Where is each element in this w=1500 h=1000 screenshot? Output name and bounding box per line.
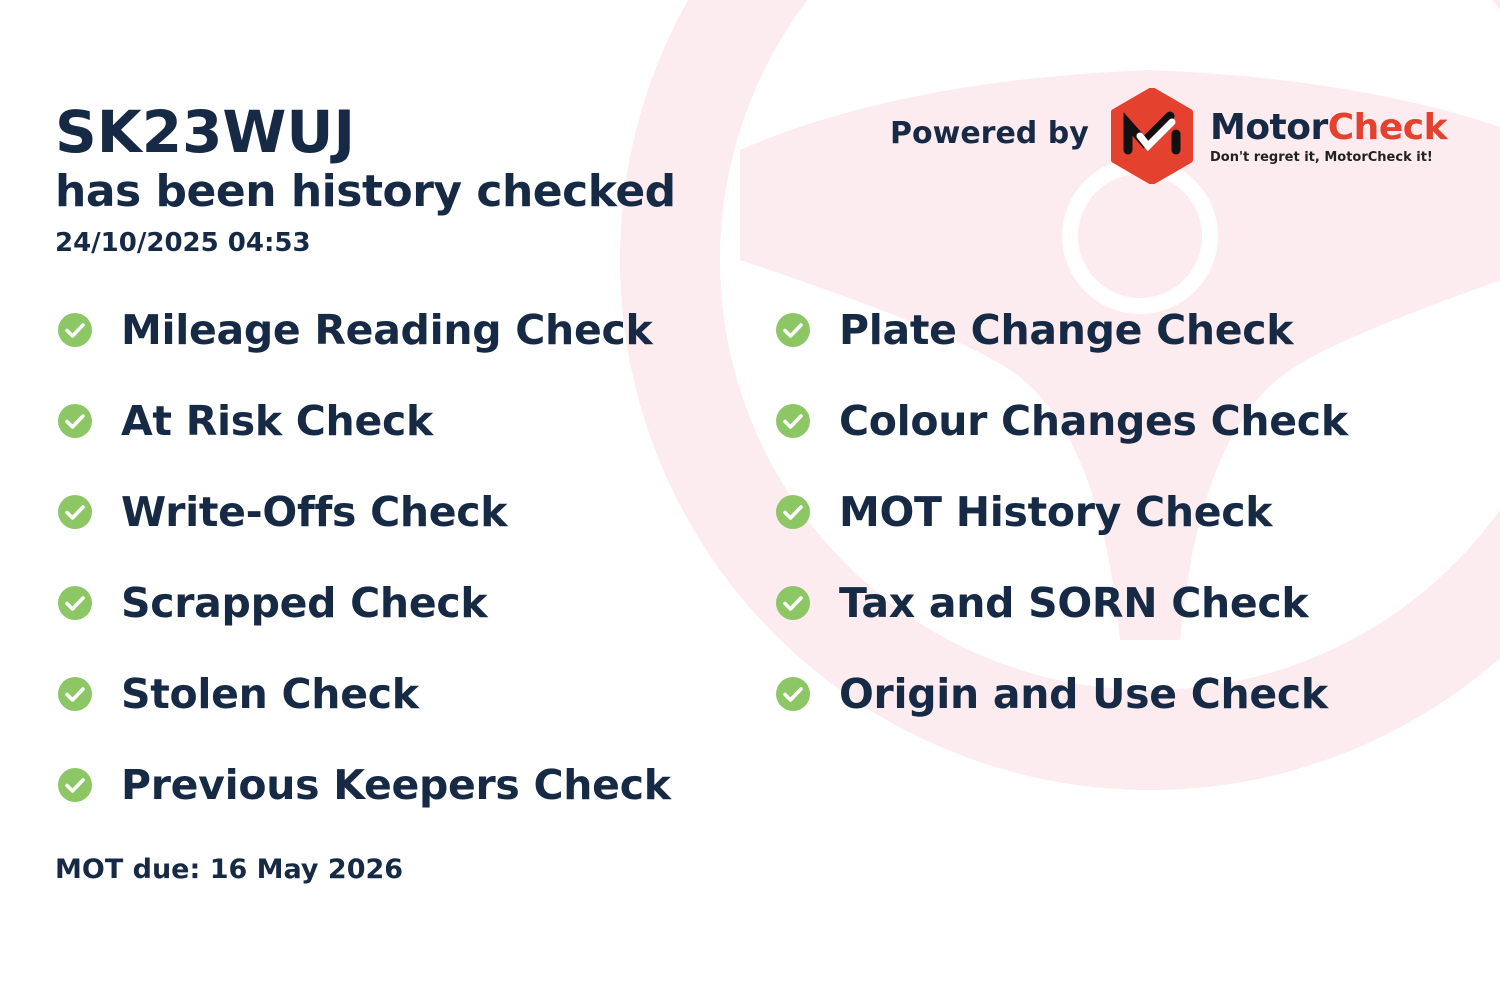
motorcheck-hexagon-icon [1111,88,1193,184]
check-label: Previous Keepers Check [121,761,671,809]
check-item: Plate Change Check [775,300,1294,360]
check-item: At Risk Check [57,391,433,451]
check-item: Stolen Check [57,664,419,724]
check-item: Scrapped Check [57,573,488,633]
check-item: Origin and Use Check [775,664,1328,724]
check-label: Colour Changes Check [839,397,1348,445]
check-circle-icon [58,313,92,347]
check-circle-icon [776,677,810,711]
check-item: Tax and SORN Check [775,573,1309,633]
check-circle-icon [58,677,92,711]
check-item: MOT History Check [775,482,1273,542]
check-item: Mileage Reading Check [57,300,653,360]
check-timestamp: 24/10/2025 04:53 [55,228,311,258]
check-circle-icon [776,404,810,438]
brand-name: MotorCheck [1210,106,1448,148]
check-item: Colour Changes Check [775,391,1348,451]
check-circle-icon [776,313,810,347]
registration-plate: SK23WUJ [55,98,356,166]
check-label: MOT History Check [839,488,1273,536]
check-label: Stolen Check [121,670,419,718]
check-label: Plate Change Check [839,306,1294,354]
check-circle-icon [58,495,92,529]
motorcheck-logo: MotorCheck Don't regret it, MotorCheck i… [1110,88,1448,184]
powered-by-label: Powered by [890,116,1089,151]
check-label: Origin and Use Check [839,670,1328,718]
check-label: Tax and SORN Check [839,579,1309,627]
check-label: Scrapped Check [121,579,488,627]
mot-due-date: MOT due: 16 May 2026 [55,854,404,885]
brand-tagline: Don't regret it, MotorCheck it! [1210,149,1433,165]
check-label: Mileage Reading Check [121,306,653,354]
check-circle-icon [58,404,92,438]
check-circle-icon [58,768,92,802]
check-label: At Risk Check [121,397,433,445]
check-label: Write-Offs Check [121,488,508,536]
page-subtitle: has been history checked [55,166,676,217]
check-circle-icon [776,586,810,620]
check-circle-icon [58,586,92,620]
check-item: Previous Keepers Check [57,755,671,815]
check-item: Write-Offs Check [57,482,508,542]
check-circle-icon [776,495,810,529]
